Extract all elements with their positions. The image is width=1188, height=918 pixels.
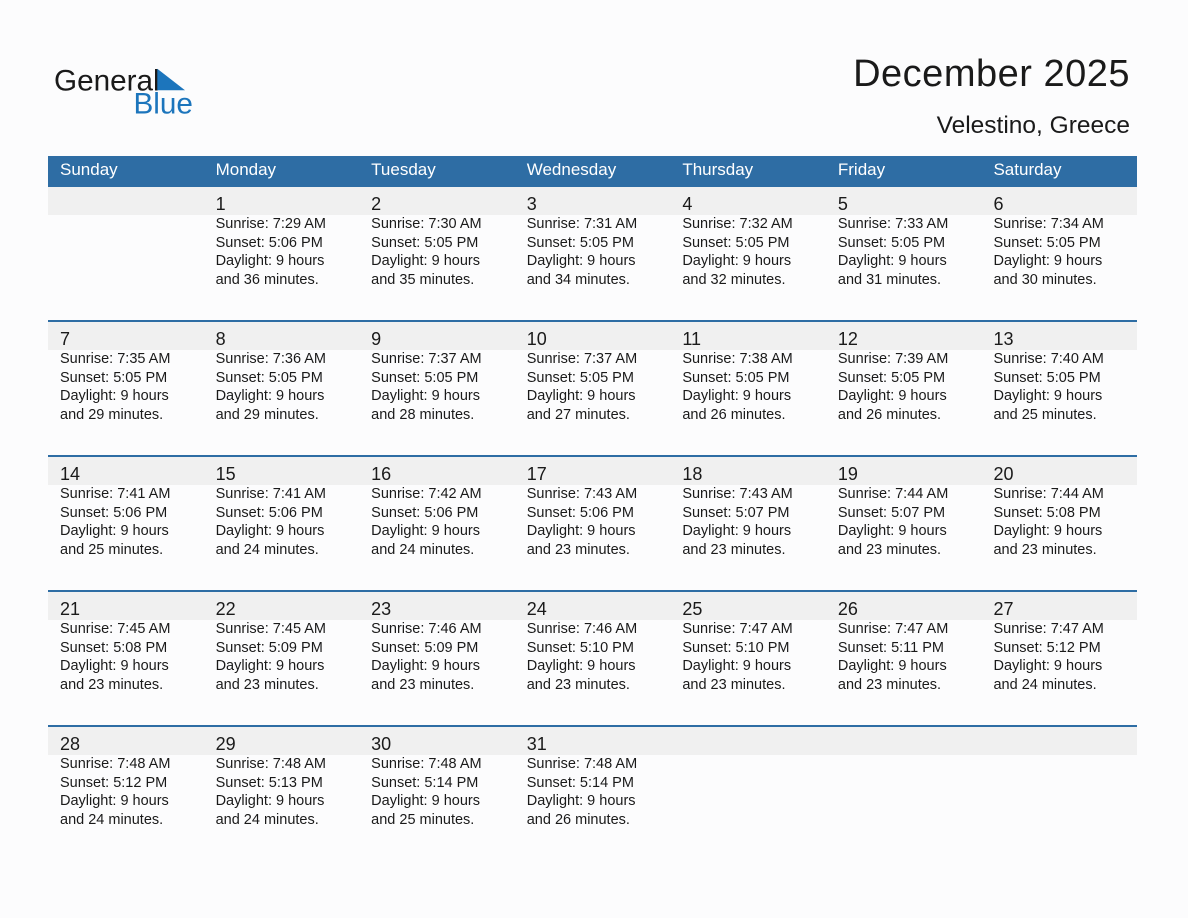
svg-text:Blue: Blue — [134, 87, 193, 120]
